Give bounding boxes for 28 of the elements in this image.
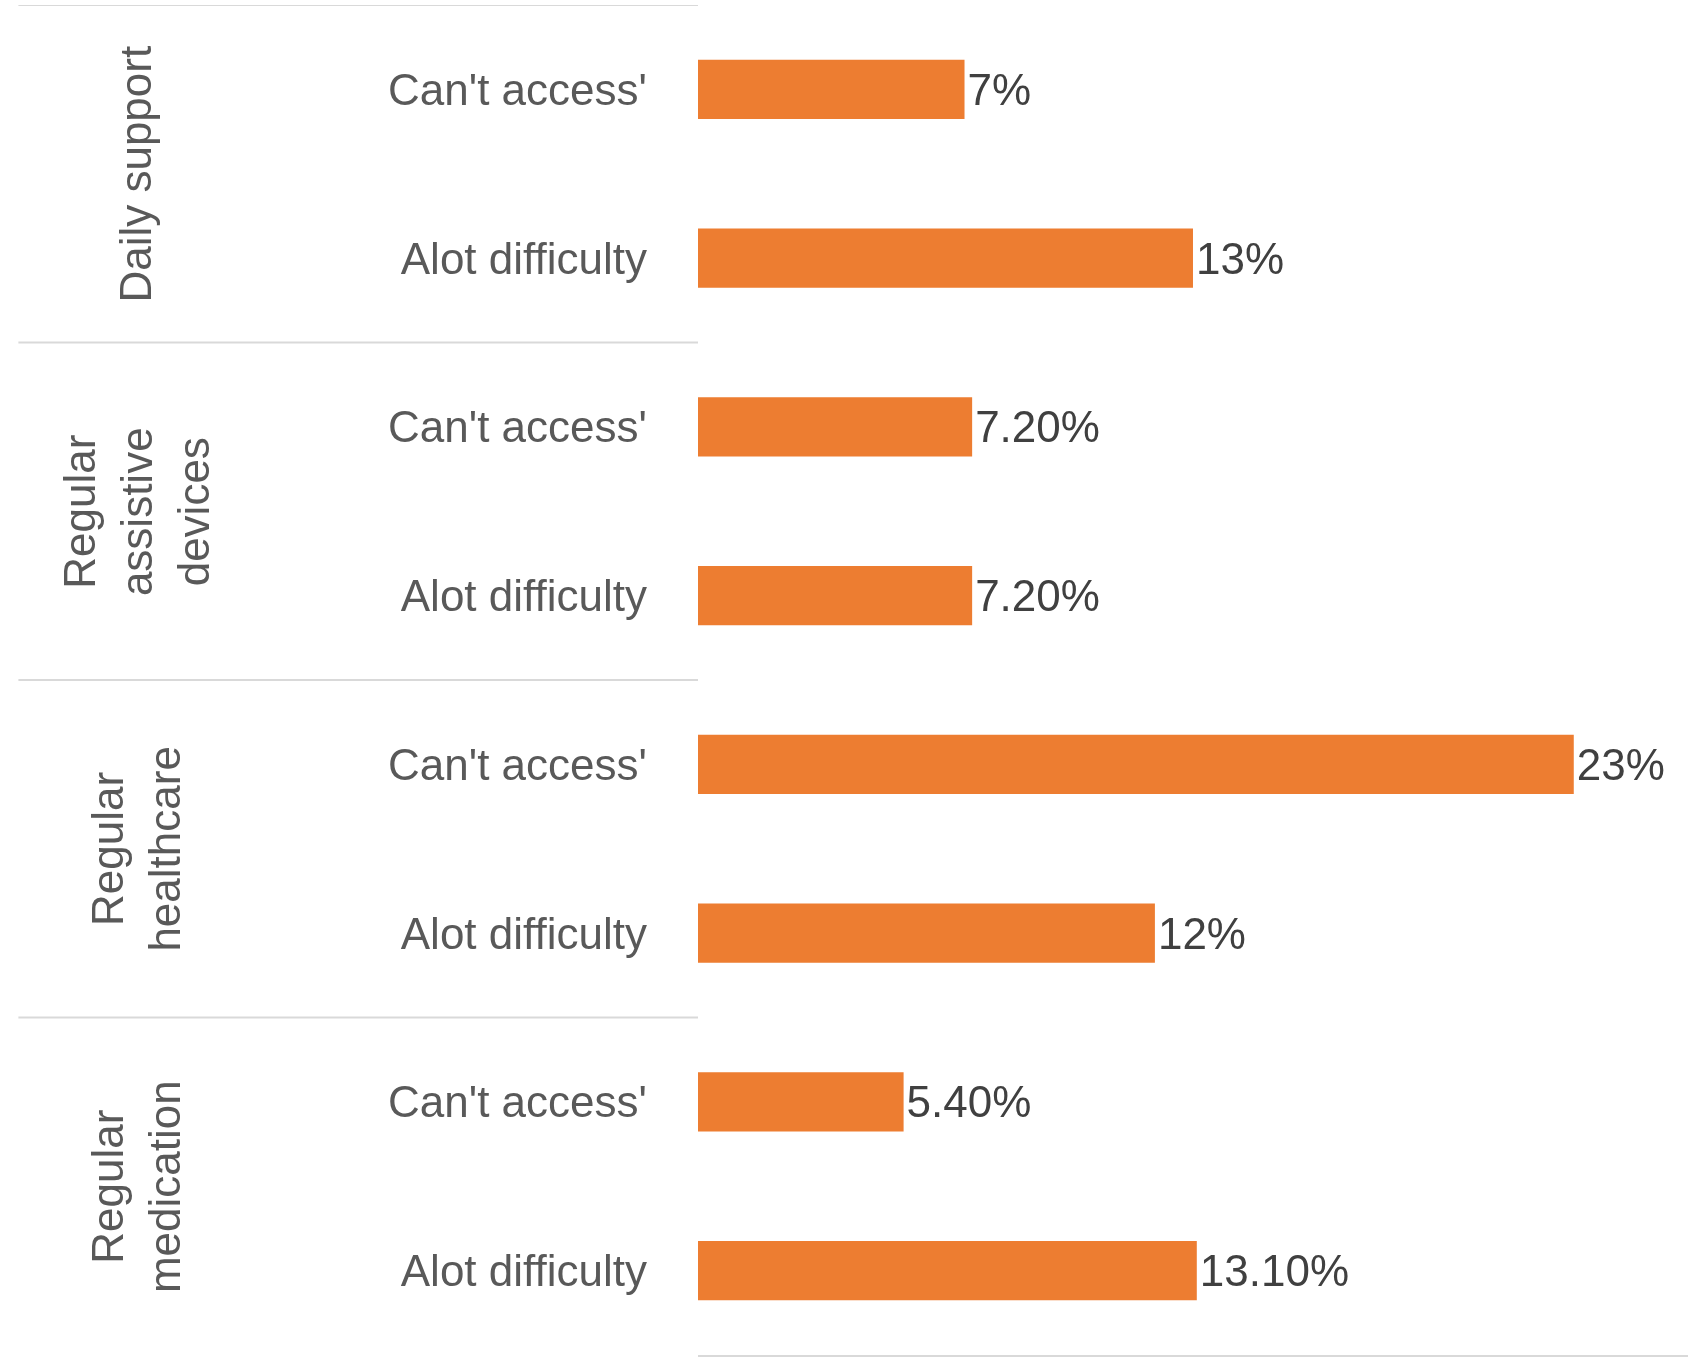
y-tick-label: Alot difficulty xyxy=(400,571,647,621)
y-tick-label: Alot difficulty xyxy=(400,1246,647,1296)
data-label: 7.20% xyxy=(975,571,1100,621)
text: Regular medication xyxy=(82,1080,189,1294)
y-tick-label: Can't access' xyxy=(388,402,647,452)
text: Regular healthcare xyxy=(83,746,190,952)
bar xyxy=(697,59,965,119)
data-label: 5.40% xyxy=(906,1077,1032,1127)
y-tick-label: Can't access' xyxy=(388,64,647,114)
bar xyxy=(697,1241,1197,1301)
y-tick-label: Can't access' xyxy=(388,1077,647,1127)
data-label: 7.20% xyxy=(975,402,1100,452)
data-label: 13.10% xyxy=(1199,1246,1350,1296)
data-label: 13% xyxy=(1195,233,1285,283)
bar xyxy=(697,734,1574,794)
text: Regular assistive devices xyxy=(54,427,218,597)
bar xyxy=(697,566,973,626)
bar xyxy=(697,397,973,457)
data-label: 23% xyxy=(1576,739,1665,789)
y-tick-label: Alot difficulty xyxy=(400,233,647,283)
data-label: 12% xyxy=(1157,908,1246,958)
data-label: 7% xyxy=(967,64,1032,114)
text: Daily support xyxy=(111,45,161,303)
y-tick-label: Can't access' xyxy=(388,739,647,789)
bar xyxy=(697,903,1155,963)
bar xyxy=(697,1072,904,1132)
bar xyxy=(697,228,1193,288)
y-tick-label: Alot difficulty xyxy=(400,908,647,958)
